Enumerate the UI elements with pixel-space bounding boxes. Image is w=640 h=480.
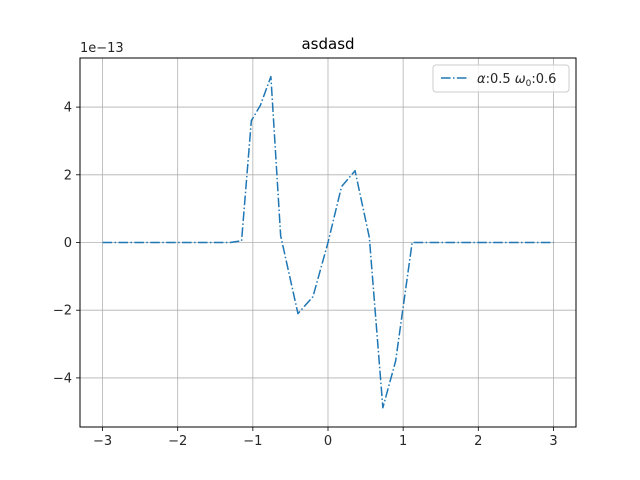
y-tick-label: 4: [64, 101, 72, 116]
x-tick-label: 0: [324, 434, 332, 449]
legend-box: [432, 64, 570, 93]
legend-label: α:0.5 ω0:0.6: [477, 72, 556, 89]
series-layer: [102, 75, 554, 409]
y-offset-label: 1e−13: [80, 41, 124, 56]
x-tick-label: −1: [243, 434, 262, 449]
tick-layer: −3 −2 −1 0 1 2 3 −4 −2 0 2 4: [53, 101, 558, 449]
legend-omega-symbol: ω: [515, 72, 526, 87]
legend-omega-value: :0.6: [531, 72, 556, 87]
x-tick-label: 2: [474, 434, 482, 449]
legend: α:0.5 ω0:0.6: [432, 64, 570, 93]
y-tick-label: −4: [53, 371, 72, 386]
y-tick-label: 0: [64, 236, 72, 251]
legend-alpha-value: :0.5: [486, 72, 515, 87]
y-tick-label: −2: [53, 304, 72, 319]
legend-alpha-symbol: α: [477, 72, 486, 87]
x-tick-label: 1: [399, 434, 407, 449]
y-tick-label: 2: [64, 168, 72, 183]
series-line: [102, 75, 554, 409]
x-tick-label: −2: [168, 434, 187, 449]
chart-title: asdasd: [301, 35, 354, 53]
legend-omega-subscript: 0: [526, 79, 532, 89]
x-tick-label: −3: [93, 434, 112, 449]
x-tick-label: 3: [549, 434, 557, 449]
